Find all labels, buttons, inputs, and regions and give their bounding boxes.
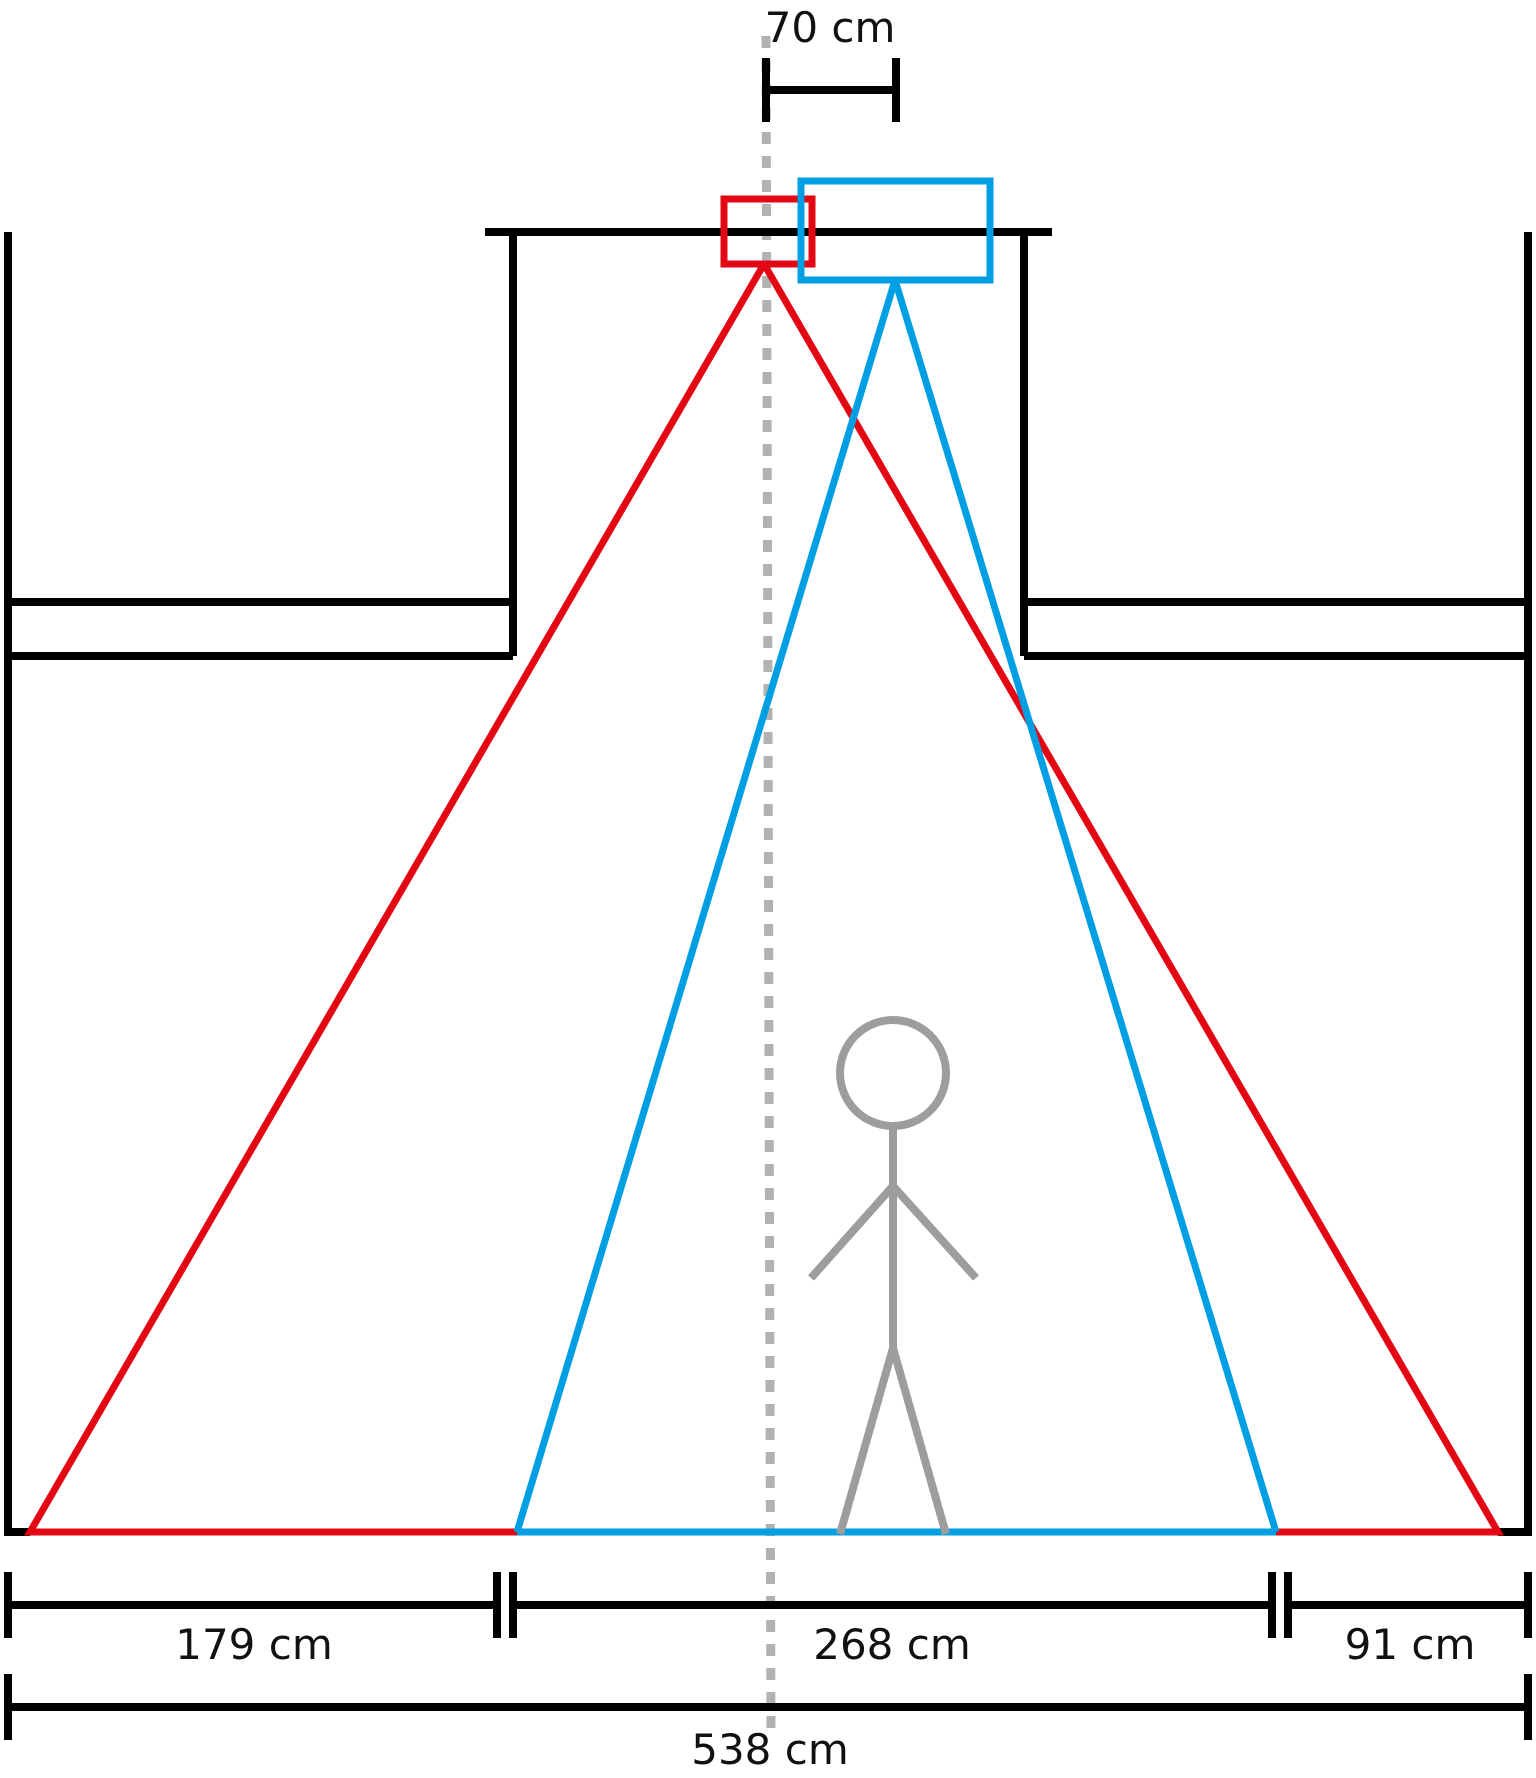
figure-head [836, 1016, 950, 1130]
top-offset-label: 70 cm [765, 3, 896, 52]
left-width-label: 179 cm [175, 1620, 333, 1669]
room-structure [4, 228, 1532, 1536]
blue-coverage-right-edge [891, 278, 1280, 1534]
top-dimension-marker [762, 58, 900, 122]
figure-right-leg [889, 1346, 950, 1536]
right-width-label: 91 cm [1345, 1620, 1476, 1669]
blue-view-cone [513, 177, 1280, 1536]
center-reference-line [761, 35, 776, 1741]
total-dimension-marker [4, 1674, 1532, 1740]
figure-right-arm [890, 1183, 979, 1281]
stick-figure-icon [808, 1016, 979, 1536]
segment-dimension-marker [4, 1572, 1532, 1638]
figure-left-arm [808, 1183, 896, 1281]
figure-left-leg [836, 1346, 897, 1536]
total-width-label: 538 cm [691, 1725, 849, 1774]
blue-coverage-left-edge [513, 278, 899, 1534]
middle-width-label: 268 cm [813, 1620, 971, 1669]
